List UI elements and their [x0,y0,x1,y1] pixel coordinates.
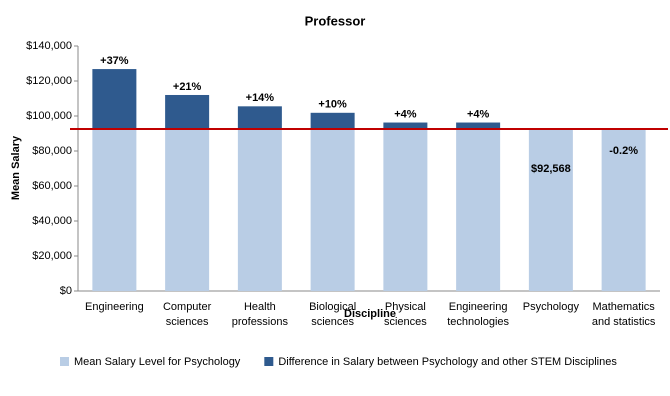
x-tick-label: Biological sciences [309,301,356,328]
y-tick-label: $0 [60,285,72,297]
y-tick-label: $20,000 [32,250,72,262]
x-tick-label: Engineering [85,301,144,313]
x-tick-label: Mathematics and statistics [592,301,656,328]
bar-segment [237,129,282,291]
x-tick-label: Health professions [232,301,289,328]
y-tick-label: $40,000 [32,215,72,227]
x-tick-label: Psychology [523,301,580,313]
legend-label: Difference in Salary between Psychology … [278,356,617,368]
x-tick-label: Physical sciences [384,301,427,328]
bar-segment [310,112,355,130]
bar-segment [383,129,428,291]
bar-segment [165,94,210,130]
data-label: -0.2% [609,145,638,157]
data-label: +37% [100,55,129,67]
data-label: +10% [318,99,347,111]
bar-segment [92,69,137,130]
x-tick-label: Computer sciences [163,301,212,328]
bar-segment [383,122,428,130]
data-label: +4% [467,108,490,120]
bar-segment [456,129,501,291]
bar-segment [601,129,646,291]
data-label: +21% [173,81,202,93]
y-tick-label: $100,000 [26,110,72,122]
legend-label: Mean Salary Level for Psychology [74,356,241,368]
bar-segment [92,129,137,291]
data-label: $92,568 [531,163,571,175]
bar-segment [237,106,282,130]
bar-segment [310,129,355,291]
y-tick-label: $80,000 [32,145,72,157]
y-tick-label: $60,000 [32,180,72,192]
y-tick-label: $120,000 [26,75,72,87]
x-axis-label: Discipline [344,308,396,320]
bar-segment [165,129,210,291]
y-tick-label: $140,000 [26,40,72,52]
bar-segment [528,129,573,291]
data-label: +4% [394,108,417,120]
y-axis-label: Mean Salary [10,135,22,200]
data-label: +14% [246,92,275,104]
legend-swatch [60,357,69,366]
bar-segment [456,122,501,130]
x-tick-label: Engineering technologies [447,301,509,328]
chart-title: Professor [305,13,366,28]
legend-swatch [264,357,274,366]
